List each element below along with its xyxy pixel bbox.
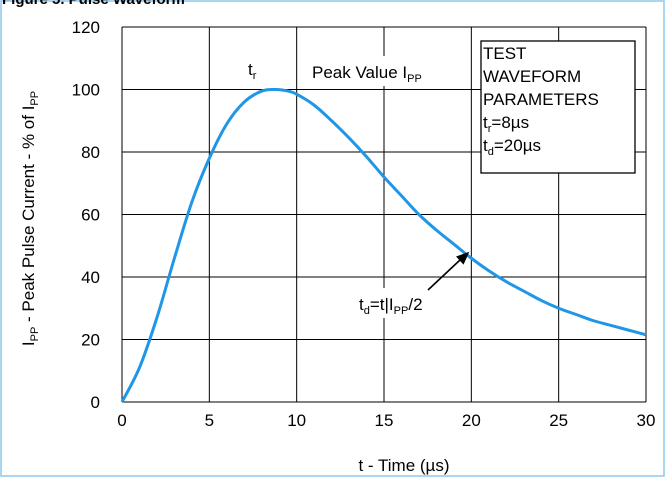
x-tick-label: 30 xyxy=(637,411,656,430)
td-annotation: td=t|IPP/2 xyxy=(359,295,423,317)
parameters-box-line: PARAMETERS xyxy=(483,90,599,109)
x-tick-label: 15 xyxy=(375,411,394,430)
parameters-box xyxy=(480,40,636,174)
peak-label-bg xyxy=(298,56,456,86)
figure-title: Figure 5. Pulse Waveform xyxy=(2,0,185,8)
series-line xyxy=(120,87,647,403)
y-tick-label: 120 xyxy=(72,18,100,37)
y-tick-label: 80 xyxy=(81,143,100,162)
y-tick-label: 60 xyxy=(81,206,100,225)
x-axis-label: t - Time (µs) xyxy=(358,456,449,475)
y-tick-label: 0 xyxy=(91,393,100,412)
grid xyxy=(121,26,647,403)
x-tick-label: 5 xyxy=(205,411,214,430)
x-tick-label: 25 xyxy=(549,411,568,430)
parameters-box-line: tr=8µs xyxy=(483,113,529,135)
y-tick-label: 40 xyxy=(81,268,100,287)
td-arrow-line xyxy=(427,258,462,291)
x-tick-label: 20 xyxy=(462,411,481,430)
parameters-box-line: WAVEFORM xyxy=(483,67,581,86)
td-label-bg xyxy=(356,288,454,318)
tr-annotation: tr xyxy=(248,60,257,82)
parameters-box-line: TEST xyxy=(483,44,526,63)
peak-value-annotation: Peak Value IPP xyxy=(312,63,422,85)
y-tick-label: 100 xyxy=(72,81,100,100)
td-arrowhead xyxy=(456,251,470,265)
parameters-box-line: td=20µs xyxy=(483,136,541,158)
y-axis-label: IPP - Peak Pulse Current - % of IPP xyxy=(19,91,41,346)
x-tick-label: 0 xyxy=(117,411,126,430)
x-tick-label: 10 xyxy=(287,411,306,430)
y-tick-label: 20 xyxy=(81,331,100,350)
